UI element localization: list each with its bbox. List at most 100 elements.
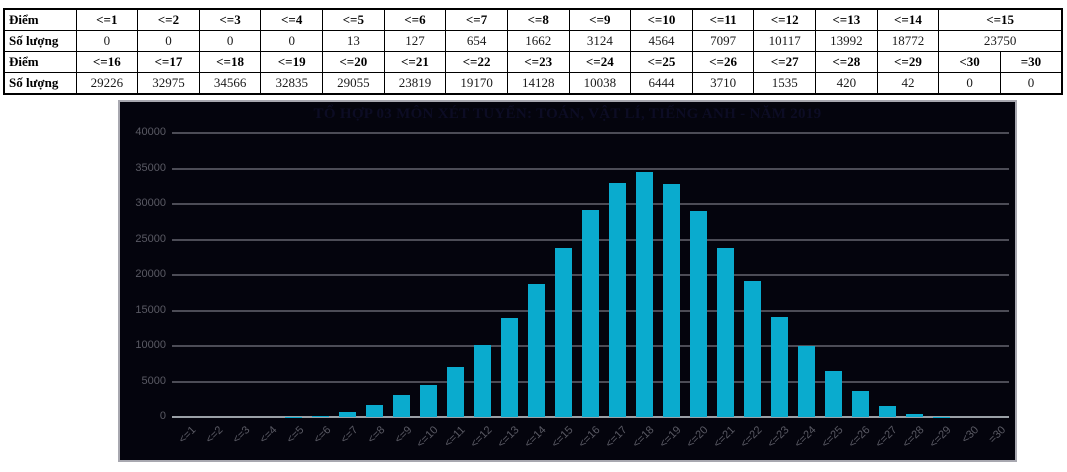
x-tick-label: <=10 — [414, 424, 441, 451]
table-cell: 654 — [445, 30, 508, 52]
x-tick-label: <=17 — [603, 424, 630, 451]
table-cell: <=24 — [568, 51, 632, 73]
table-cell: <=23 — [506, 51, 570, 73]
x-tick-label: <=25 — [819, 424, 846, 451]
table-cell: 7097 — [691, 30, 755, 52]
x-tick-label: <=27 — [873, 424, 900, 451]
bar — [420, 384, 437, 417]
x-tick-label: <=24 — [792, 424, 819, 451]
bar-slot — [550, 133, 577, 417]
table-cell: <=9 — [568, 8, 632, 31]
table-cell: <=8 — [506, 8, 570, 31]
table-cell: 42 — [876, 72, 940, 95]
table-row: Điểm <=1 <=2 <=3 <=4 <=5 <=6 <=7 <=8 <=9 <=10 <=11 <… — [3, 8, 1063, 31]
y-tick-label: 20000 — [135, 268, 166, 280]
bar — [717, 247, 734, 417]
bar — [393, 394, 410, 417]
table-cell: <30 — [938, 51, 1001, 73]
x-tick-label: <=11 — [442, 424, 468, 450]
y-tick-label: 10000 — [135, 339, 166, 351]
table-cell: 23819 — [383, 72, 447, 95]
bar — [447, 366, 464, 417]
bar-slot — [172, 133, 199, 417]
table-cell: <=22 — [445, 51, 508, 73]
table-cell: 10117 — [753, 30, 816, 52]
table-cell: 0 — [938, 72, 1001, 95]
table-cell: <=15 — [938, 8, 1063, 31]
table-cell: <=28 — [815, 51, 878, 73]
bar-slot — [496, 133, 523, 417]
table-cell: 1662 — [506, 30, 570, 52]
x-tick-label: <=5 — [284, 424, 306, 446]
bar-slot — [280, 133, 307, 417]
table-cell: 0 — [137, 30, 200, 52]
row-label: Điểm — [3, 51, 77, 73]
x-tick-label: <=8 — [365, 424, 387, 446]
bars — [172, 133, 1009, 417]
bar-slot — [442, 133, 469, 417]
bar-slot — [334, 133, 361, 417]
bar — [771, 316, 788, 417]
table-cell: =30 — [999, 51, 1063, 73]
bar — [582, 209, 599, 417]
x-tick-label: <=1 — [176, 424, 198, 446]
table-cell: <=18 — [198, 51, 262, 73]
table-cell: <=5 — [322, 8, 385, 31]
chart-title: TỔ HỢP 03 MÔN XÉT TUYỂN: TOÁN, VẬT LÍ, T… — [313, 106, 822, 122]
bar-slot — [523, 133, 550, 417]
bar-slot — [766, 133, 793, 417]
bar-slot — [415, 133, 442, 417]
table-row: Số lượng 29226 32975 34566 32835 29055 23819 19… — [3, 72, 1063, 95]
table-cell: 13 — [322, 30, 385, 52]
table-cell: 23750 — [938, 30, 1063, 52]
row-label: Số lượng — [3, 72, 77, 95]
table-cell: <=13 — [815, 8, 878, 31]
bar-slot — [226, 133, 253, 417]
x-tick-label: <=7 — [338, 424, 360, 446]
bar-slot — [361, 133, 388, 417]
bar-slot — [982, 133, 1009, 417]
table-cell: <=29 — [876, 51, 940, 73]
table-cell: 10038 — [568, 72, 632, 95]
bar — [690, 210, 707, 417]
y-tick-label: 35000 — [135, 161, 166, 174]
table-cell: 32975 — [137, 72, 200, 95]
table-row: Số lượng 0 0 0 0 13 127 654 1662 3124 4564 7097 1011… — [3, 30, 1063, 52]
table-cell: 4564 — [630, 30, 693, 52]
bar — [528, 283, 545, 417]
table-cell: <=1 — [75, 8, 139, 31]
table-cell: 13992 — [815, 30, 878, 52]
table-cell: <=12 — [753, 8, 816, 31]
bar — [555, 248, 572, 417]
y-tick-label: 25000 — [135, 232, 166, 245]
y-tick-label: 5000 — [141, 374, 166, 387]
bar-slot — [901, 133, 928, 417]
bar — [825, 371, 842, 417]
x-tick-label: <=22 — [738, 424, 765, 451]
table-cell: <=6 — [383, 8, 447, 31]
gridline — [172, 132, 1009, 134]
bar — [663, 183, 680, 417]
y-tick-label: 15000 — [135, 303, 166, 316]
x-tick-label: <=14 — [522, 424, 549, 451]
bar — [501, 317, 518, 417]
table-cell: <=4 — [260, 8, 323, 31]
bar-slot — [631, 133, 658, 417]
table-cell: 19170 — [445, 72, 508, 95]
table-cell: 3710 — [691, 72, 755, 95]
x-tick-label: =30 — [986, 424, 1008, 446]
bar-slot — [847, 133, 874, 417]
bar — [312, 416, 329, 417]
bar-slot — [739, 133, 766, 417]
bar-slot — [928, 133, 955, 417]
table-cell: 420 — [815, 72, 878, 95]
table-cell: 0 — [75, 30, 139, 52]
table-cell: <=14 — [876, 8, 940, 31]
bar — [609, 182, 626, 417]
bar — [474, 345, 491, 417]
table-cell: 14128 — [506, 72, 570, 95]
bar-slot — [712, 133, 739, 417]
x-tick-label: <=3 — [230, 424, 252, 446]
x-tick-label: <=13 — [495, 424, 522, 451]
